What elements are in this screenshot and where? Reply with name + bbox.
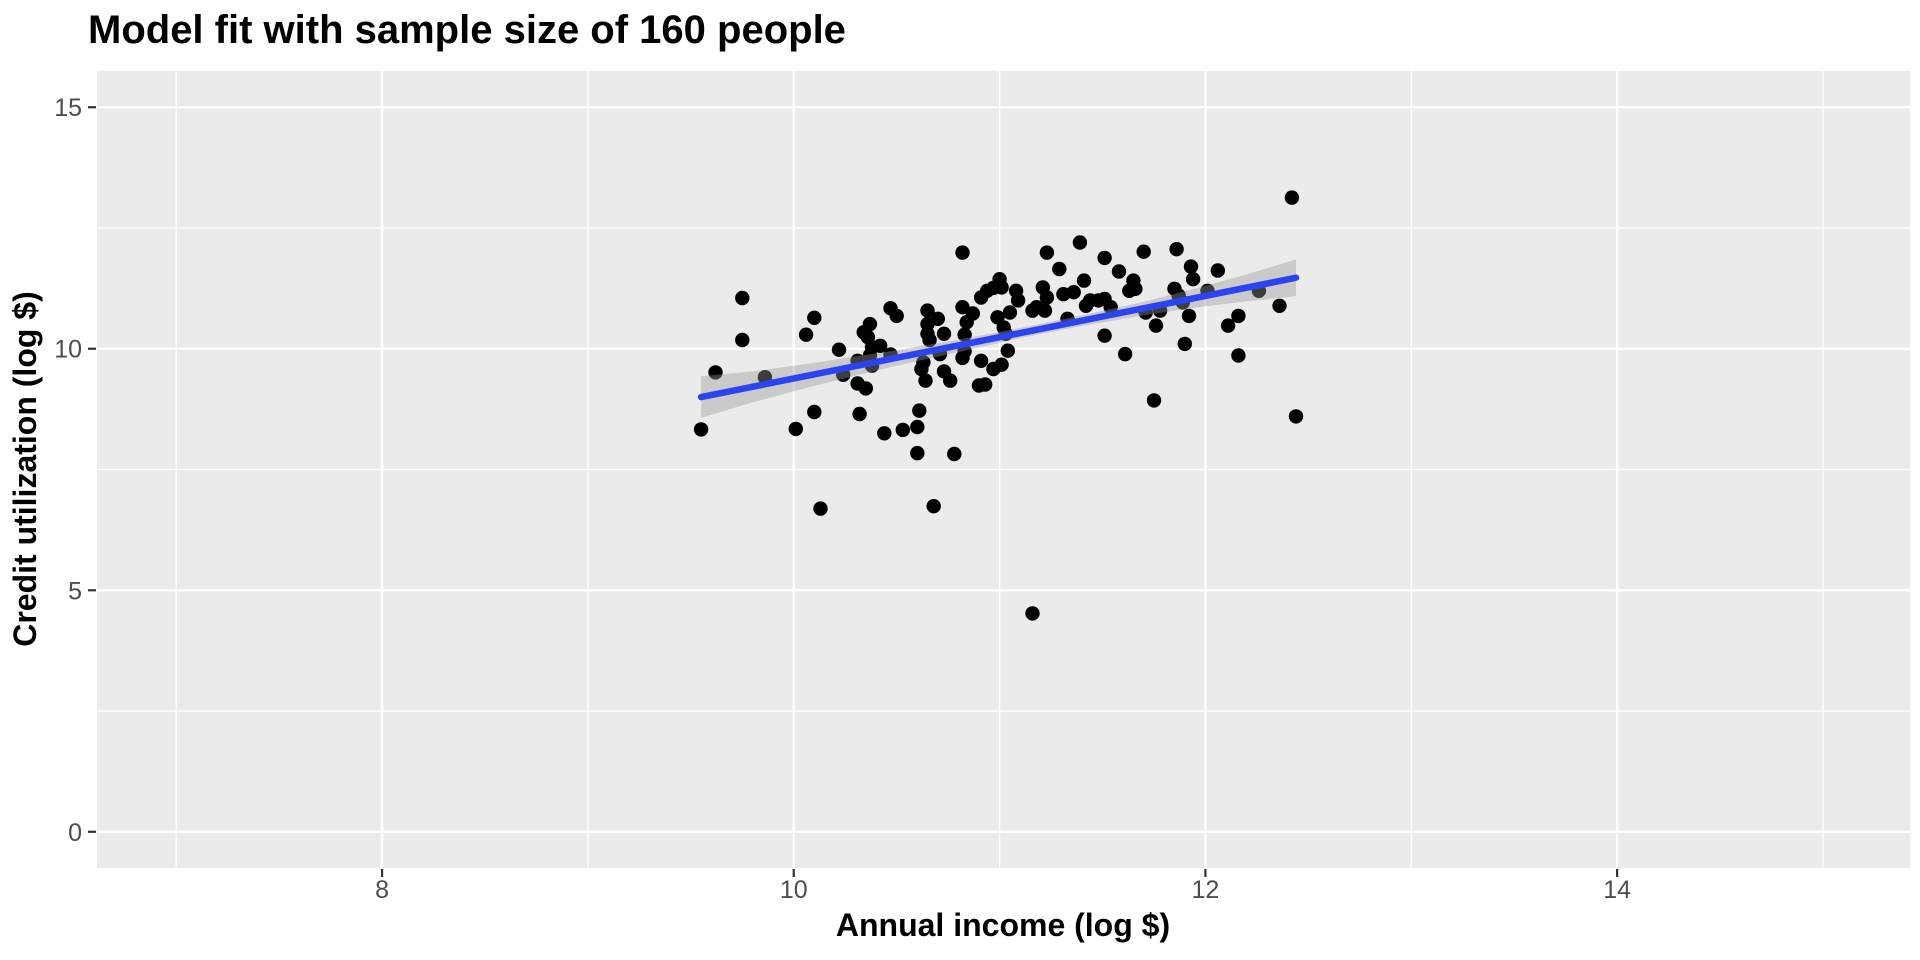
data-point — [978, 377, 993, 392]
data-point — [1111, 264, 1127, 279]
data-point — [1025, 303, 1040, 318]
y-tick-label: 10 — [54, 336, 82, 364]
data-point — [955, 300, 970, 315]
data-point — [895, 422, 910, 438]
x-tick-label: 14 — [1603, 876, 1631, 904]
data-point — [1183, 259, 1199, 274]
data-point — [1000, 343, 1015, 358]
data-point — [1177, 336, 1193, 352]
data-point — [1185, 272, 1201, 287]
data-point — [1128, 281, 1143, 296]
data-point — [858, 381, 873, 396]
data-point — [852, 406, 867, 422]
data-point — [955, 245, 970, 260]
data-point — [1272, 298, 1287, 313]
data-point — [877, 426, 892, 441]
data-point — [965, 306, 980, 321]
data-point — [693, 422, 709, 437]
data-point — [1210, 263, 1226, 278]
data-point — [994, 280, 1009, 295]
y-tick-label: 0 — [68, 819, 82, 847]
data-point — [918, 373, 933, 388]
data-point — [1010, 293, 1026, 308]
data-point — [1072, 235, 1088, 250]
data-point — [1025, 606, 1040, 621]
data-point — [788, 421, 803, 437]
data-point — [1148, 318, 1164, 333]
data-point — [1284, 190, 1300, 205]
data-point — [813, 501, 828, 516]
data-point — [1136, 244, 1151, 259]
data-point — [926, 499, 941, 514]
data-point — [943, 373, 958, 388]
data-point — [920, 303, 935, 318]
data-point — [930, 311, 945, 326]
data-point — [831, 342, 847, 357]
data-point — [735, 290, 750, 306]
x-tick-label: 8 — [375, 876, 389, 904]
data-point — [910, 419, 925, 435]
data-point — [1039, 245, 1055, 260]
data-point — [922, 332, 937, 348]
data-point — [957, 327, 972, 342]
regression-line — [697, 274, 1300, 401]
data-point — [807, 310, 822, 325]
data-point — [1066, 285, 1081, 300]
data-point — [889, 308, 904, 324]
y-axis-title: Credit utilization (log $) — [7, 291, 43, 647]
chart-title: Model fit with sample size of 160 people — [88, 8, 846, 52]
data-point — [1117, 346, 1133, 362]
data-point — [1039, 290, 1055, 305]
data-point — [1220, 318, 1236, 333]
data-point — [1076, 273, 1092, 288]
data-point — [807, 404, 822, 420]
data-point — [1037, 303, 1053, 318]
data-point — [1231, 348, 1246, 363]
data-point — [914, 361, 929, 377]
x-axis-title: Annual income (log $) — [836, 907, 1170, 943]
data-point — [708, 365, 723, 380]
data-point — [1288, 409, 1304, 424]
data-point — [955, 350, 970, 366]
data-point — [1052, 261, 1067, 277]
data-point — [973, 353, 989, 368]
plot-panel-layer: 8 10 12 14 0 5 10 15 — [54, 71, 1910, 904]
data-point — [1097, 250, 1112, 266]
x-tick-label: 12 — [1192, 876, 1220, 904]
data-point — [1231, 308, 1246, 324]
data-point — [798, 327, 814, 342]
data-point — [735, 332, 750, 348]
data-point — [873, 338, 888, 353]
data-point — [910, 445, 925, 461]
y-tick-label: 5 — [68, 577, 82, 605]
x-tick-label: 10 — [780, 876, 808, 904]
data-point — [1181, 308, 1197, 324]
data-point — [1169, 242, 1184, 257]
data-point — [936, 326, 952, 341]
data-point — [994, 357, 1009, 372]
data-point — [1097, 328, 1112, 343]
data-point — [947, 446, 962, 462]
y-tick-label: 15 — [54, 94, 82, 122]
data-point — [1002, 305, 1018, 320]
data-point — [1103, 300, 1118, 315]
data-point — [912, 403, 927, 418]
data-point — [1146, 393, 1162, 408]
